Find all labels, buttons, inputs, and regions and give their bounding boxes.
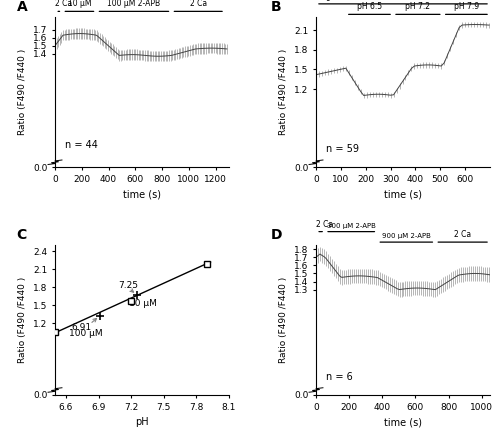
X-axis label: time (s): time (s) <box>123 189 161 199</box>
Text: pH 7.2: pH 7.2 <box>406 2 430 11</box>
X-axis label: time (s): time (s) <box>384 417 422 427</box>
Text: 2 Ca: 2 Ca <box>56 0 72 8</box>
Text: 6.91: 6.91 <box>72 323 92 332</box>
Text: C: C <box>16 228 27 242</box>
Y-axis label: Ratio (F490 /F440 ): Ratio (F490 /F440 ) <box>18 49 28 135</box>
Text: B: B <box>271 0 281 14</box>
Y-axis label: Ratio (F490 /F440 ): Ratio (F490 /F440 ) <box>280 49 288 135</box>
Text: 100 μM: 100 μM <box>69 329 103 338</box>
Text: High K: High K <box>318 0 344 1</box>
X-axis label: time (s): time (s) <box>384 189 422 199</box>
Text: pH 6.5: pH 6.5 <box>357 2 382 11</box>
Text: pH 7.9: pH 7.9 <box>454 2 479 11</box>
Text: A: A <box>16 0 28 14</box>
Text: 10 μM: 10 μM <box>68 0 91 8</box>
Text: 100 μM 2-APB: 100 μM 2-APB <box>108 0 160 8</box>
Text: 900 μM 2-APB: 900 μM 2-APB <box>382 233 431 239</box>
Text: n = 6: n = 6 <box>326 372 353 382</box>
Y-axis label: Ratio (F490 /F440 ): Ratio (F490 /F440 ) <box>280 277 288 363</box>
Text: 2 Ca: 2 Ca <box>316 220 334 229</box>
Text: D: D <box>271 228 282 242</box>
Text: 10 μM: 10 μM <box>129 299 157 308</box>
Text: n = 44: n = 44 <box>66 140 98 150</box>
Text: 2 Ca: 2 Ca <box>454 230 471 239</box>
Text: 2 Ca: 2 Ca <box>190 0 207 8</box>
Y-axis label: Ratio (F490 /F440 ): Ratio (F490 /F440 ) <box>18 277 28 363</box>
X-axis label: pH: pH <box>135 417 149 427</box>
Text: 300 μM 2-APB: 300 μM 2-APB <box>327 223 376 229</box>
Text: 7.25: 7.25 <box>118 281 138 290</box>
Text: n = 59: n = 59 <box>326 144 360 154</box>
